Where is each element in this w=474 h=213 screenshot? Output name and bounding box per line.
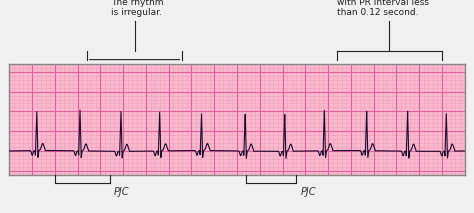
Text: The P wave is inverted
with PR interval less
than 0.12 second.: The P wave is inverted with PR interval … xyxy=(337,0,440,17)
Text: PJC: PJC xyxy=(301,187,316,197)
Text: PJC: PJC xyxy=(114,187,130,197)
Text: The rhythm
is irregular.: The rhythm is irregular. xyxy=(110,0,163,17)
